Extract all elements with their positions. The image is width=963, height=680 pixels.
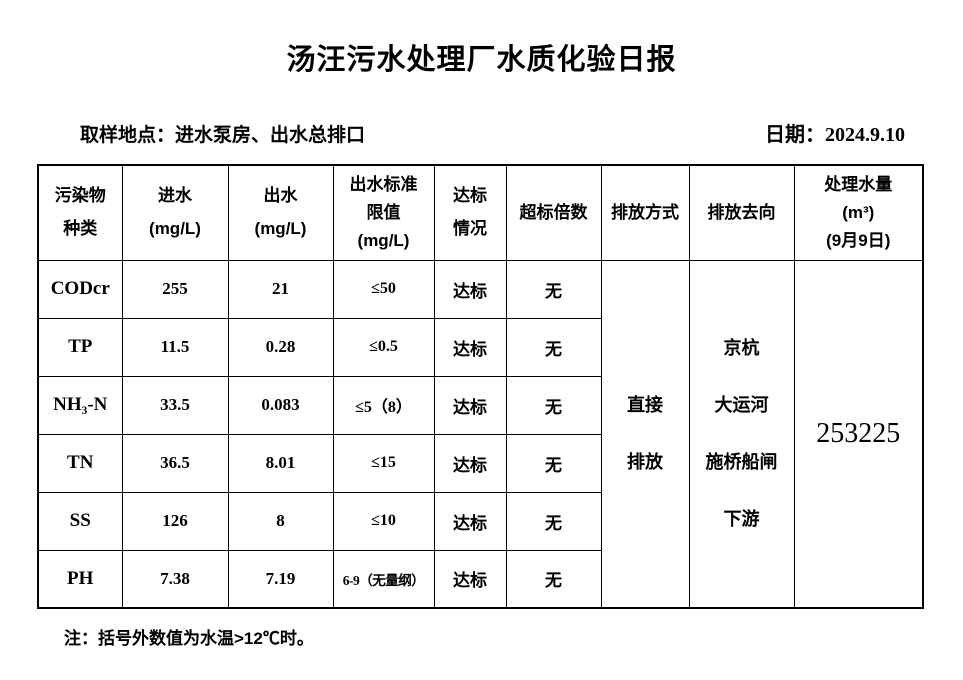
cell-pollutant-name: PH (37, 549, 123, 609)
cell-limit-value: ≤10 (332, 491, 435, 551)
cell-exceed-multiple: 无 (505, 259, 602, 319)
header-treated-volume: 处理水量 (m³) (9月9日) (793, 164, 924, 261)
cell-discharge-destination: 京杭 大运河 施桥船闸 下游 (688, 259, 795, 609)
table-row-ph: PH 7.38 7.19 6-9（无量纲） 达标 无 (37, 549, 923, 609)
sampling-location: 取样地点：进水泵房、出水总排口 (80, 125, 366, 146)
cell-exceed-multiple: 无 (505, 549, 602, 609)
cell-compliance-status: 达标 (433, 549, 507, 609)
cell-pollutant-name: TP (37, 317, 123, 377)
cell-exceed-multiple: 无 (505, 375, 602, 435)
cell-exceed-multiple: 无 (505, 491, 602, 551)
cell-influent-value: 33.5 (121, 375, 229, 435)
cell-pollutant-name: CODcr (37, 259, 123, 319)
header-discharge-mode: 排放方式 (600, 164, 690, 261)
cell-limit-value: ≤50 (332, 259, 435, 319)
cell-exceed-multiple: 无 (505, 317, 602, 377)
cell-influent-value: 11.5 (121, 317, 229, 377)
cell-limit-value: ≤0.5 (332, 317, 435, 377)
cell-exceed-multiple: 无 (505, 433, 602, 493)
report-date: 日期：2024.9.10 (765, 124, 905, 146)
cell-pollutant-name: TN (37, 433, 123, 493)
table-row-nh3n: NH₃-N 33.5 0.083 ≤5（8） 达标 无 (37, 375, 923, 435)
table-row-ss: SS 126 8 ≤10 达标 无 (37, 491, 923, 551)
header-effluent-limit: 出水标准 限值 (mg/L) (332, 164, 435, 261)
cell-pollutant-name: SS (37, 491, 123, 551)
cell-compliance-status: 达标 (433, 433, 507, 493)
cell-discharge-mode: 直接 排放 (600, 259, 690, 609)
cell-compliance-status: 达标 (433, 491, 507, 551)
cell-effluent-value: 7.19 (227, 549, 334, 609)
cell-compliance-status: 达标 (433, 375, 507, 435)
cell-effluent-value: 0.083 (227, 375, 334, 435)
footnote: 注：括号外数值为水温>12℃时。 (64, 629, 314, 648)
cell-treated-volume: 253225 (793, 259, 924, 609)
cell-effluent-value: 0.28 (227, 317, 334, 377)
meta-row: 取样地点：进水泵房、出水总排口 日期：2024.9.10 (80, 118, 905, 147)
cell-limit-value: 6-9（无量纲） (332, 549, 435, 609)
cell-influent-value: 255 (121, 259, 229, 319)
cell-limit-value: ≤15 (332, 433, 435, 493)
cell-influent-value: 126 (121, 491, 229, 551)
header-discharge-destination: 排放去向 (688, 164, 795, 261)
header-exceed-multiple: 超标倍数 (505, 164, 602, 261)
water-quality-table: 污染物 种类 进水 (mg/L) 出水 (mg/L) 出水标准 限值 (mg/L… (37, 164, 924, 609)
cell-effluent-value: 8.01 (227, 433, 334, 493)
report-title: 汤汪污水处理厂水质化验日报 (286, 44, 677, 76)
cell-influent-value: 7.38 (121, 549, 229, 609)
table-header-row: 污染物 种类 进水 (mg/L) 出水 (mg/L) 出水标准 限值 (mg/L… (37, 164, 924, 261)
table-row-codcr: CODcr 255 21 ≤50 达标 无 直接 排放 京杭 大运河 施桥船闸 … (37, 259, 924, 609)
header-pollutant-type: 污染物 种类 (37, 164, 123, 261)
header-compliance: 达标 情况 (433, 164, 507, 261)
cell-compliance-status: 达标 (433, 259, 507, 319)
cell-limit-value: ≤5（8） (332, 375, 435, 435)
cell-effluent-value: 21 (227, 259, 334, 319)
header-effluent: 出水 (mg/L) (227, 164, 334, 261)
header-influent: 进水 (mg/L) (121, 164, 229, 261)
cell-compliance-status: 达标 (433, 317, 507, 377)
cell-effluent-value: 8 (227, 491, 334, 551)
cell-influent-value: 36.5 (121, 433, 229, 493)
table-row-tn: TN 36.5 8.01 ≤15 达标 无 (37, 433, 923, 493)
cell-pollutant-name: NH₃-N (37, 375, 123, 435)
table-row-tp: TP 11.5 0.28 ≤0.5 达标 无 (37, 317, 923, 377)
